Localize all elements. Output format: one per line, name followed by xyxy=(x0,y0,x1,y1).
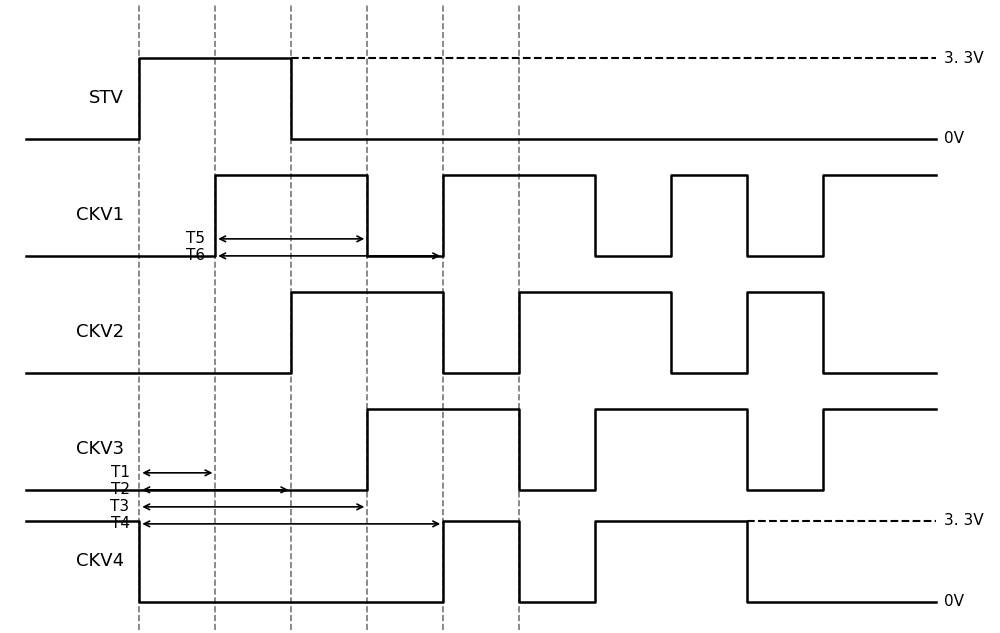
Text: 0V: 0V xyxy=(944,132,964,146)
Text: T2: T2 xyxy=(111,482,130,498)
Text: CKV4: CKV4 xyxy=(76,552,124,570)
Text: 3. 3V: 3. 3V xyxy=(944,51,984,66)
Text: CKV1: CKV1 xyxy=(76,206,124,225)
Text: 3. 3V: 3. 3V xyxy=(944,513,984,528)
Text: CKV2: CKV2 xyxy=(76,323,124,341)
Text: T6: T6 xyxy=(186,248,205,263)
Text: T5: T5 xyxy=(186,232,205,246)
Text: T4: T4 xyxy=(111,517,130,531)
Text: STV: STV xyxy=(89,89,124,108)
Text: 0V: 0V xyxy=(944,594,964,609)
Text: T3: T3 xyxy=(110,499,130,515)
Text: T1: T1 xyxy=(111,465,130,480)
Text: CKV3: CKV3 xyxy=(76,441,124,458)
